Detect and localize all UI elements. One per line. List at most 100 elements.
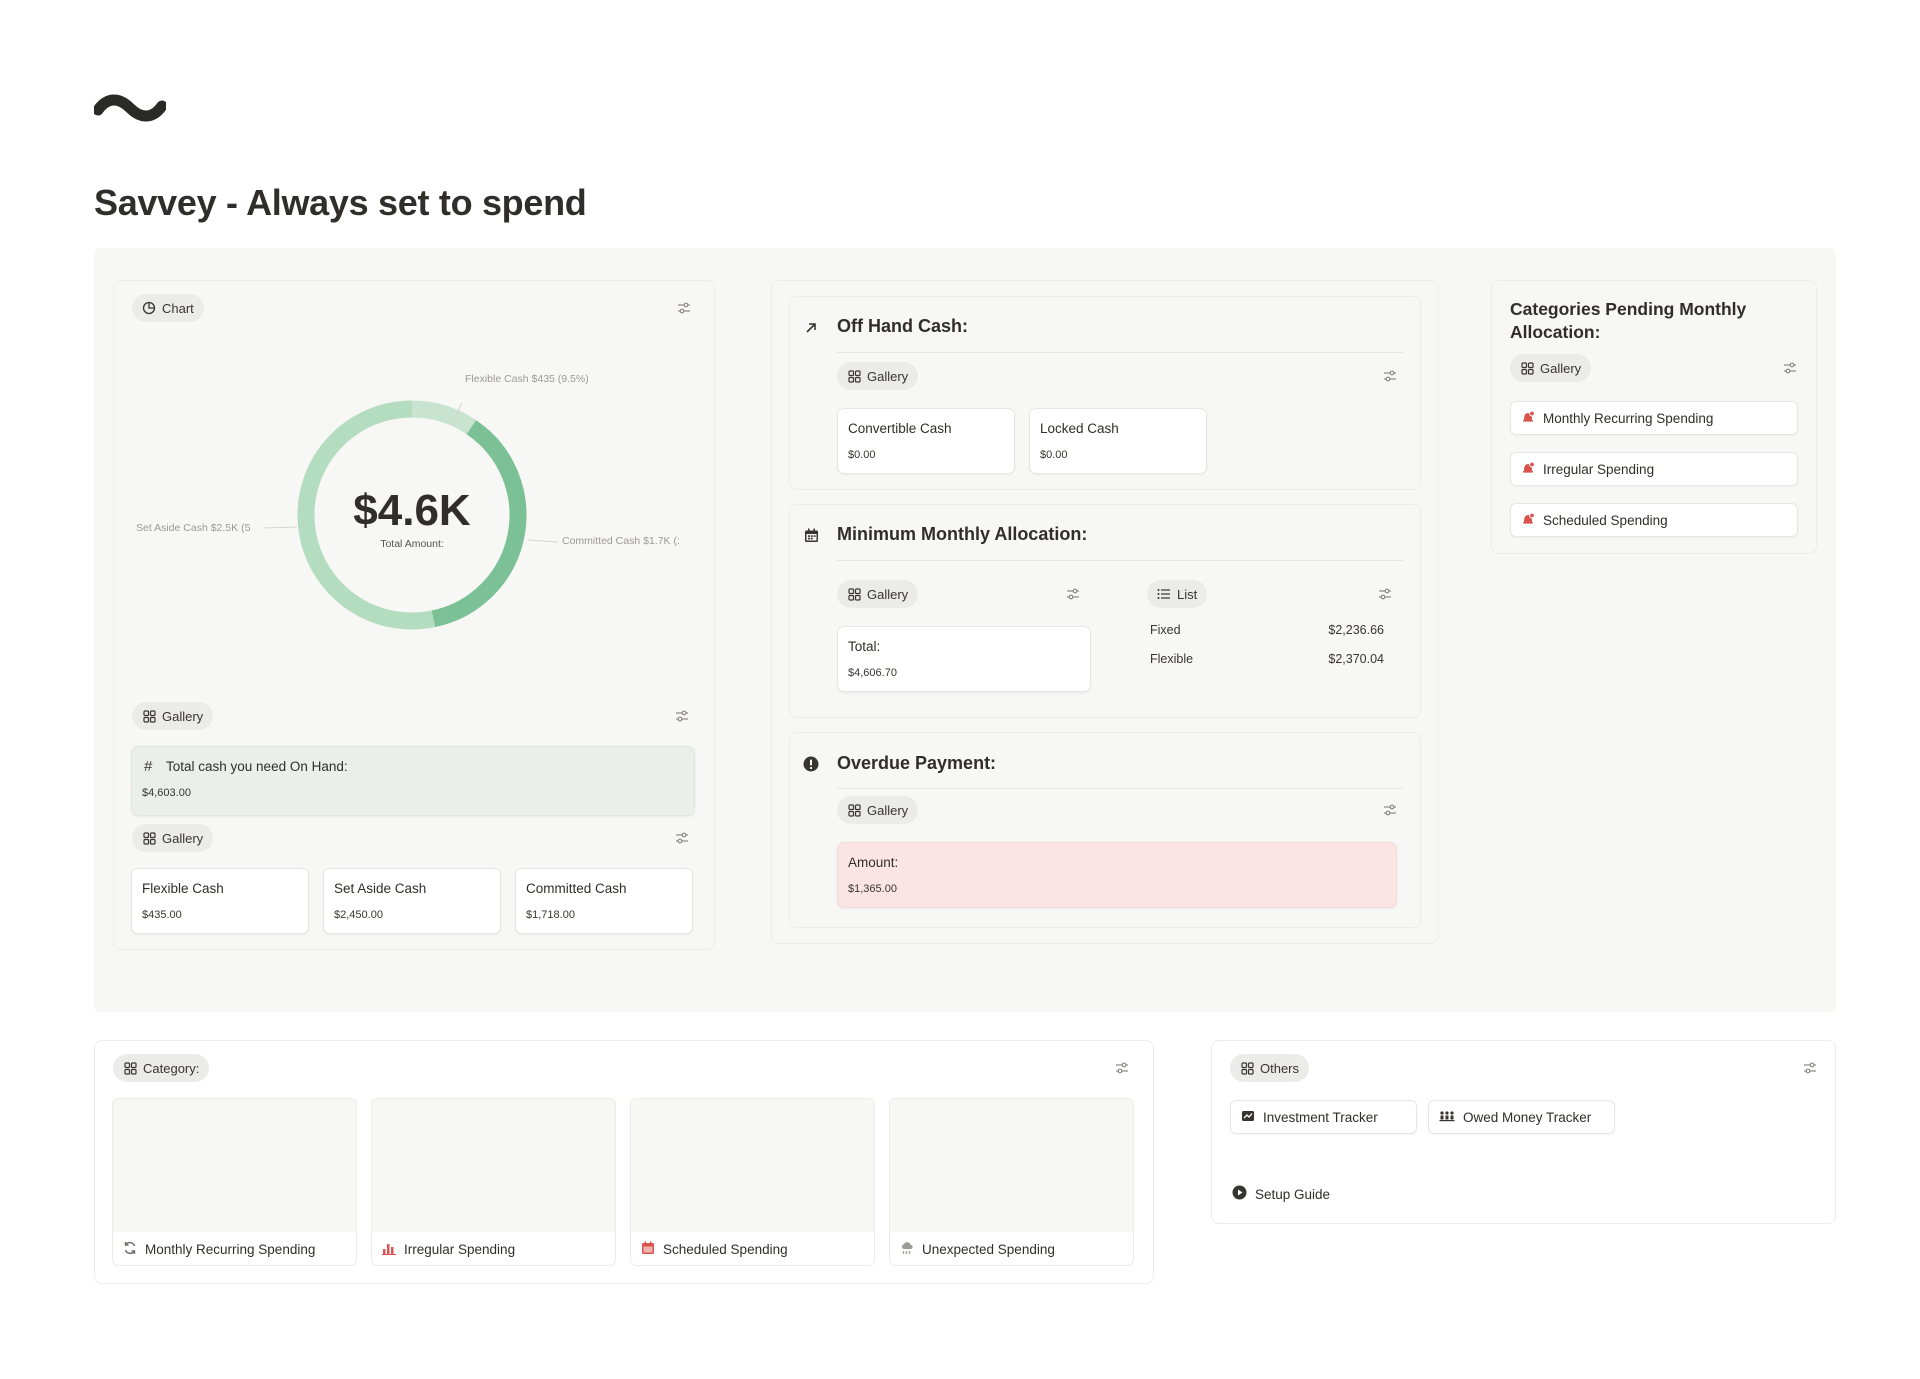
total-cash-title: Total cash you need On Hand: — [166, 759, 348, 774]
flexible-cash-card[interactable]: Flexible Cash $435.00 — [131, 868, 309, 934]
card-value: $2,450.00 — [334, 909, 383, 921]
gallery-view-tab[interactable]: Gallery — [1510, 354, 1592, 382]
owed-money-tracker-label: Owed Money Tracker — [1463, 1109, 1592, 1125]
gallery-icon — [847, 369, 861, 383]
card-title: Convertible Cash — [848, 421, 952, 436]
chart-view-tab[interactable]: Chart — [132, 294, 204, 322]
divider — [837, 352, 1403, 353]
wave-logo — [94, 94, 166, 122]
card-cover — [113, 1099, 356, 1232]
bell-alert-icon — [1521, 512, 1535, 529]
list-view-tab[interactable]: List — [1147, 580, 1208, 608]
divider — [837, 560, 1403, 561]
pending-item-label: Irregular Spending — [1543, 461, 1655, 477]
set-aside-cash-card[interactable]: Set Aside Cash $2,450.00 — [323, 868, 501, 934]
investment-tracker-link[interactable]: Investment Tracker — [1230, 1100, 1417, 1134]
category-card-monthly[interactable]: Monthly Recurring Spending — [112, 1098, 357, 1266]
settings-icon[interactable] — [1782, 360, 1798, 376]
category-card-scheduled[interactable]: Scheduled Spending — [630, 1098, 875, 1266]
others-view-tab[interactable]: Others — [1230, 1054, 1310, 1082]
card-value: $0.00 — [848, 449, 876, 461]
slice-label-committed: Committed Cash $1.7K (: — [562, 535, 680, 547]
gallery-icon — [847, 803, 861, 817]
list-row-name[interactable]: Fixed — [1150, 623, 1181, 637]
gallery-view-tab[interactable]: Gallery — [837, 580, 919, 608]
pending-item[interactable]: Scheduled Spending — [1510, 503, 1798, 537]
settings-icon[interactable] — [1802, 1060, 1818, 1076]
list-row-name[interactable]: Flexible — [1150, 652, 1194, 666]
settings-icon[interactable] — [1382, 368, 1398, 384]
pending-item[interactable]: Monthly Recurring Spending — [1510, 401, 1798, 435]
donut-slice-set-aside-cash[interactable] — [297, 400, 436, 630]
pending-item[interactable]: Irregular Spending — [1510, 452, 1798, 486]
setaside-leader-line — [262, 526, 298, 529]
play-icon — [1232, 1185, 1247, 1203]
pending-item-label: Scheduled Spending — [1543, 512, 1668, 528]
category-label: Irregular Spending — [404, 1242, 516, 1257]
card-title: Committed Cash — [526, 881, 627, 896]
page-title: Savvey - Always set to spend — [94, 182, 587, 223]
gallery-view-label: Gallery — [867, 368, 909, 384]
gallery-view-tab[interactable]: Gallery — [837, 796, 919, 824]
card-title: Flexible Cash — [142, 881, 224, 896]
slice-label-flexible: Flexible Cash $435 (9.5%) — [465, 373, 589, 385]
investment-tracker-label: Investment Tracker — [1263, 1109, 1378, 1125]
gallery-view-label: Gallery — [1540, 360, 1582, 376]
arrow-up-right-icon — [802, 319, 820, 337]
card-value: $1,365.00 — [848, 883, 897, 895]
pending-title-line1: Categories Pending Monthly — [1510, 299, 1747, 319]
minimum-allocation-title: Minimum Monthly Allocation: — [837, 524, 1088, 544]
settings-icon[interactable] — [676, 300, 692, 316]
pie-chart-icon — [142, 301, 156, 315]
chart-view-label: Chart — [162, 300, 194, 316]
gallery-icon — [123, 1061, 137, 1075]
list-view-label: List — [1177, 586, 1198, 602]
settings-icon[interactable] — [674, 708, 690, 724]
total-cash-card[interactable]: # Total cash you need On Hand: $4,603.00 — [131, 746, 695, 816]
category-card-unexpected[interactable]: Unexpected Spending — [889, 1098, 1134, 1266]
donut-slice-committed-cash[interactable] — [431, 420, 527, 628]
settings-icon[interactable] — [1114, 1060, 1130, 1076]
pending-item-label: Monthly Recurring Spending — [1543, 410, 1714, 426]
locked-cash-card[interactable]: Locked Cash $0.00 — [1029, 408, 1207, 474]
slice-label-setaside: Set Aside Cash $2.5K (5 — [136, 522, 251, 534]
card-value: $4,606.70 — [848, 667, 897, 679]
category-label: Scheduled Spending — [663, 1242, 788, 1257]
gallery-view-tab[interactable]: Gallery — [837, 362, 919, 390]
settings-icon[interactable] — [1065, 586, 1081, 602]
category-view-tab[interactable]: Category: — [113, 1054, 210, 1082]
hash-icon: # — [144, 758, 153, 775]
category-label: Monthly Recurring Spending — [145, 1242, 316, 1257]
pending-title-line2: Allocation: — [1510, 322, 1601, 342]
total-allocation-card[interactable]: Total: $4,606.70 — [837, 626, 1091, 692]
card-title: Amount: — [848, 855, 899, 870]
committed-leader-line — [527, 539, 559, 543]
donut-chart: Flexible Cash $435 (9.5%) Set Aside Cash… — [136, 373, 680, 630]
committed-cash-card[interactable]: Committed Cash $1,718.00 — [515, 868, 693, 934]
bell-alert-icon — [1521, 461, 1535, 478]
settings-icon[interactable] — [674, 830, 690, 846]
setup-guide-link[interactable]: Setup Guide — [1232, 1185, 1330, 1203]
others-view-label: Others — [1260, 1060, 1300, 1076]
pending-title: Categories Pending Monthly Allocation: — [1510, 298, 1746, 344]
setup-guide-label: Setup Guide — [1255, 1186, 1331, 1202]
gallery-view-tab[interactable]: Gallery — [132, 702, 214, 730]
gallery-icon — [1520, 361, 1534, 375]
bell-alert-icon — [1521, 410, 1535, 427]
gallery-view-tab[interactable]: Gallery — [132, 824, 214, 852]
card-title: Set Aside Cash — [334, 881, 427, 896]
list-icon — [1157, 587, 1171, 601]
off-hand-title: Off Hand Cash: — [837, 316, 969, 336]
card-cover — [631, 1099, 874, 1232]
owed-money-tracker-link[interactable]: Owed Money Tracker — [1428, 1100, 1615, 1134]
donut-slice-flexible-cash[interactable] — [411, 400, 477, 435]
gallery-icon — [847, 587, 861, 601]
settings-icon[interactable] — [1382, 802, 1398, 818]
convertible-cash-card[interactable]: Convertible Cash $0.00 — [837, 408, 1015, 474]
category-card-irregular[interactable]: Irregular Spending — [371, 1098, 616, 1266]
settings-icon[interactable] — [1377, 586, 1393, 602]
people-icon — [1439, 1109, 1455, 1126]
card-cover — [372, 1099, 615, 1232]
recurring-icon — [123, 1241, 137, 1258]
overdue-amount-card[interactable]: Amount: $1,365.00 — [837, 842, 1397, 908]
